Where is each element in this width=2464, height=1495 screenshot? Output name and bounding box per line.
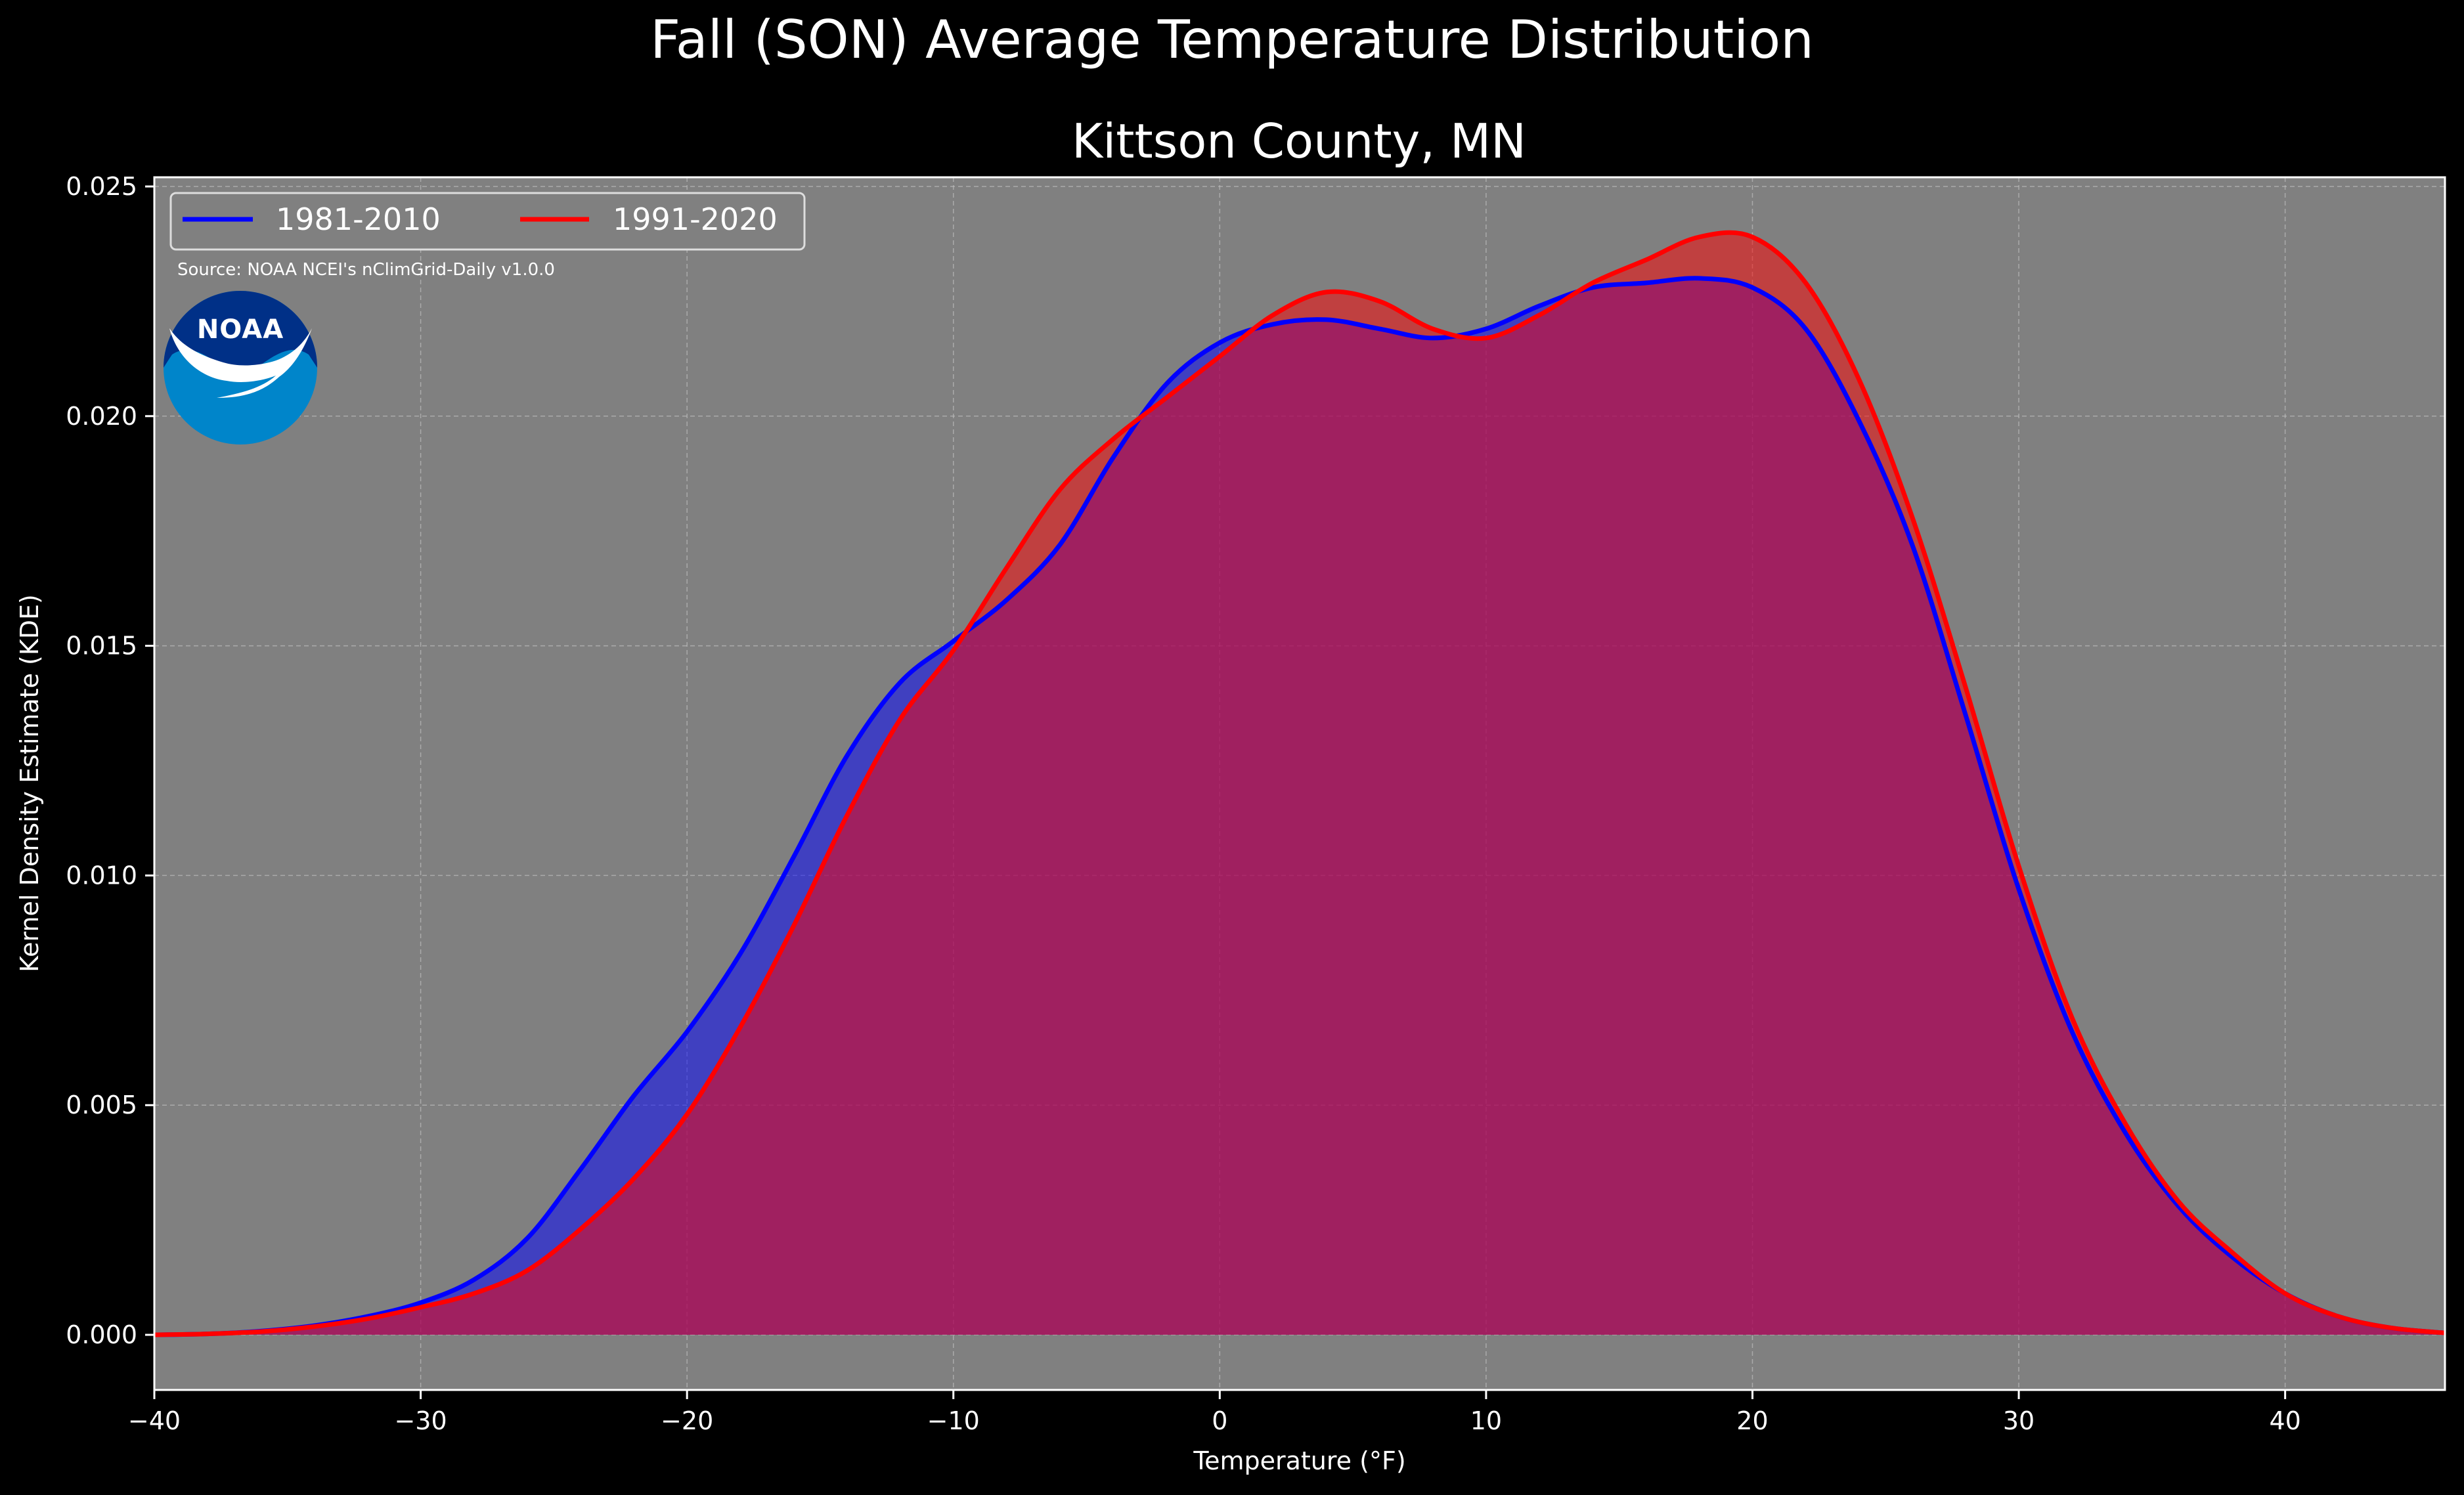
noaa-logo-text: NOAA <box>197 314 284 345</box>
legend-label-1981-2010: 1981-2010 <box>276 202 441 237</box>
y-tick-label: 0.000 <box>66 1320 137 1349</box>
chart-suptitle: Fall (SON) Average Temperature Distribut… <box>650 9 1814 70</box>
y-tick-label: 0.020 <box>66 402 137 431</box>
y-tick-label: 0.010 <box>66 861 137 890</box>
source-note: Source: NOAA NCEI's nClimGrid-Daily v1.0… <box>177 260 555 280</box>
legend: 1981-2010 1991-2020 <box>169 192 806 251</box>
x-tick-label: −40 <box>128 1406 181 1435</box>
y-axis-label: Kernel Density Estimate (KDE) <box>15 594 44 972</box>
x-axis: −40 −30 −20 −10 0 10 20 30 40 <box>128 1390 2301 1435</box>
x-tick-label: −20 <box>661 1406 713 1435</box>
legend-label-1991-2020: 1991-2020 <box>613 202 778 237</box>
x-tick-label: 0 <box>1212 1406 1227 1435</box>
x-tick-label: −10 <box>927 1406 980 1435</box>
plot-frame <box>153 176 2446 1391</box>
noaa-logo: NOAA <box>164 291 317 444</box>
density-fills <box>154 232 2445 1335</box>
y-axis: 0.000 0.005 0.010 0.015 0.020 0.025 <box>66 172 154 1349</box>
line-1991-2020 <box>154 230 2446 1337</box>
area-1991-2020 <box>154 232 2445 1335</box>
x-tick-label: 40 <box>2269 1406 2300 1435</box>
y-tick-label: 0.005 <box>66 1091 137 1119</box>
x-tick-label: 20 <box>1736 1406 1768 1435</box>
x-tick-label: 30 <box>2003 1406 2035 1435</box>
density-lines <box>154 230 2446 1337</box>
y-tick-label: 0.015 <box>66 632 137 661</box>
legend-box <box>169 192 806 251</box>
x-axis-label: Temperature (°F) <box>1193 1446 1405 1475</box>
x-tick-label: −30 <box>394 1406 447 1435</box>
y-tick-label: 0.025 <box>66 172 137 201</box>
chart-title: Kittson County, MN <box>1072 114 1526 169</box>
line-1981-2010 <box>154 276 2446 1337</box>
x-tick-label: 10 <box>1470 1406 1502 1435</box>
